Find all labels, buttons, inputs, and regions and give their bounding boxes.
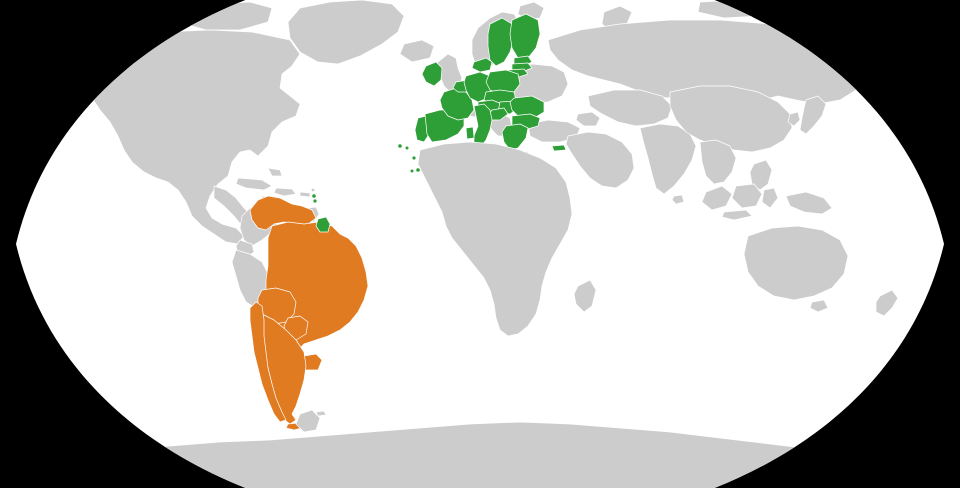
madeira-marker: [412, 156, 416, 160]
philippines: [749, 159, 773, 191]
north-america-mainland: [83, 29, 301, 245]
iceland: [399, 39, 435, 63]
tasmania: [809, 299, 829, 313]
central-asia: [587, 89, 673, 127]
sulawesi: [761, 187, 779, 209]
chile: [249, 301, 287, 423]
new-guinea: [785, 191, 833, 215]
french-guiana: [315, 216, 331, 233]
hispaniola: [273, 187, 297, 197]
germany: [463, 71, 493, 103]
finland: [509, 13, 541, 59]
southeast-asia-mainland: [699, 139, 737, 185]
sri-lanka: [671, 194, 685, 205]
denmark: [471, 57, 493, 73]
cyprus: [551, 144, 567, 152]
madagascar: [573, 279, 597, 313]
greenland: [287, 0, 405, 65]
australia: [743, 225, 849, 301]
bahamas: [267, 167, 283, 177]
martinique-marker: [313, 199, 317, 203]
antarctic-peninsula: [295, 409, 321, 433]
azores-marker-east: [405, 146, 409, 150]
lesser-antilles-marker: [311, 188, 315, 192]
java: [721, 209, 753, 221]
africa: [417, 141, 573, 337]
middle-east: [565, 131, 635, 189]
caucasus: [575, 111, 601, 127]
guadeloupe-marker: [312, 194, 316, 198]
cuba: [235, 177, 273, 191]
india: [639, 123, 697, 195]
canary-islands-marker-west: [410, 169, 414, 173]
borneo: [731, 183, 763, 209]
new-zealand: [875, 289, 899, 317]
ireland: [421, 61, 443, 87]
azores-marker: [398, 144, 402, 148]
puerto-rico: [299, 191, 311, 198]
sumatra: [701, 185, 733, 211]
greece: [501, 123, 529, 151]
sardinia: [465, 126, 475, 140]
china-mongolia: [669, 85, 793, 153]
falkland-islands: [315, 410, 327, 417]
canary-islands-marker: [416, 168, 420, 172]
korea: [787, 111, 801, 127]
sweden: [487, 17, 515, 67]
japan: [799, 95, 827, 135]
